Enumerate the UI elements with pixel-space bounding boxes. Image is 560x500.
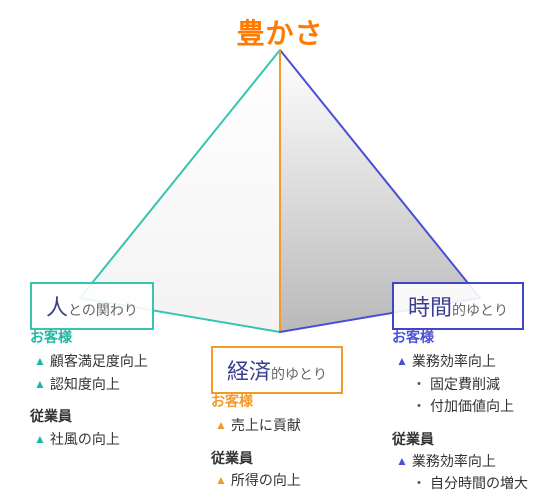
people-customer-item-2: ▲認知度向上 (30, 373, 148, 395)
time-customer-title: お客様 (392, 326, 528, 348)
triangle-icon: ▲ (396, 352, 408, 371)
economy-customer-title: お客様 (211, 390, 301, 412)
triangle-icon: ▲ (34, 352, 46, 371)
time-staff-item-1: ▲業務効率向上 (392, 450, 528, 472)
label-people-large: 人 (46, 295, 68, 320)
economy-customer-item-1: ▲売上に貢献 (211, 414, 301, 436)
time-staff-sub-1: ・自分時間の増大 (392, 472, 528, 494)
label-people-small: との関わり (68, 302, 138, 318)
dot-icon: ・ (412, 395, 426, 417)
column-people: お客様 ▲顧客満足度向上 ▲認知度向上 従業員 ▲社風の向上 (30, 326, 148, 450)
time-customer-sub-1: ・固定費削減 (392, 373, 528, 395)
people-customer-title: お客様 (30, 326, 148, 348)
label-time-large: 時間 (408, 295, 452, 320)
time-customer-item-1: ▲業務効率向上 (392, 350, 528, 372)
economy-staff-item-1: ▲所得の向上 (211, 469, 301, 491)
triangle-icon: ▲ (215, 416, 227, 435)
label-box-time: 時間的ゆとり (392, 282, 524, 330)
dot-icon: ・ (412, 472, 426, 494)
label-box-people: 人との関わり (30, 282, 154, 330)
label-economy-large: 経済 (227, 359, 271, 384)
triangle-icon: ▲ (34, 375, 46, 394)
label-time-small: 的ゆとり (452, 302, 508, 318)
column-time: お客様 ▲業務効率向上 ・固定費削減 ・付加価値向上 従業員 ▲業務効率向上 ・… (392, 326, 528, 495)
dot-icon: ・ (412, 373, 426, 395)
label-box-economy: 経済的ゆとり (211, 346, 343, 394)
diagram-stage: 豊かさ 人との関わり 経済的ゆとり 時間的ゆとり お客様 ▲顧客 (0, 0, 560, 500)
time-staff-title: 従業員 (392, 428, 528, 450)
column-economy: お客様 ▲売上に貢献 従業員 ▲所得の向上 (211, 390, 301, 492)
people-customer-item-1: ▲顧客満足度向上 (30, 350, 148, 372)
triangle-icon: ▲ (34, 430, 46, 449)
economy-staff-title: 従業員 (211, 447, 301, 469)
people-staff-item-1: ▲社風の向上 (30, 428, 148, 450)
triangle-icon: ▲ (396, 452, 408, 471)
time-customer-sub-2: ・付加価値向上 (392, 395, 528, 417)
people-staff-title: 従業員 (30, 405, 148, 427)
label-economy-small: 的ゆとり (271, 366, 327, 382)
triangle-icon: ▲ (215, 471, 227, 490)
